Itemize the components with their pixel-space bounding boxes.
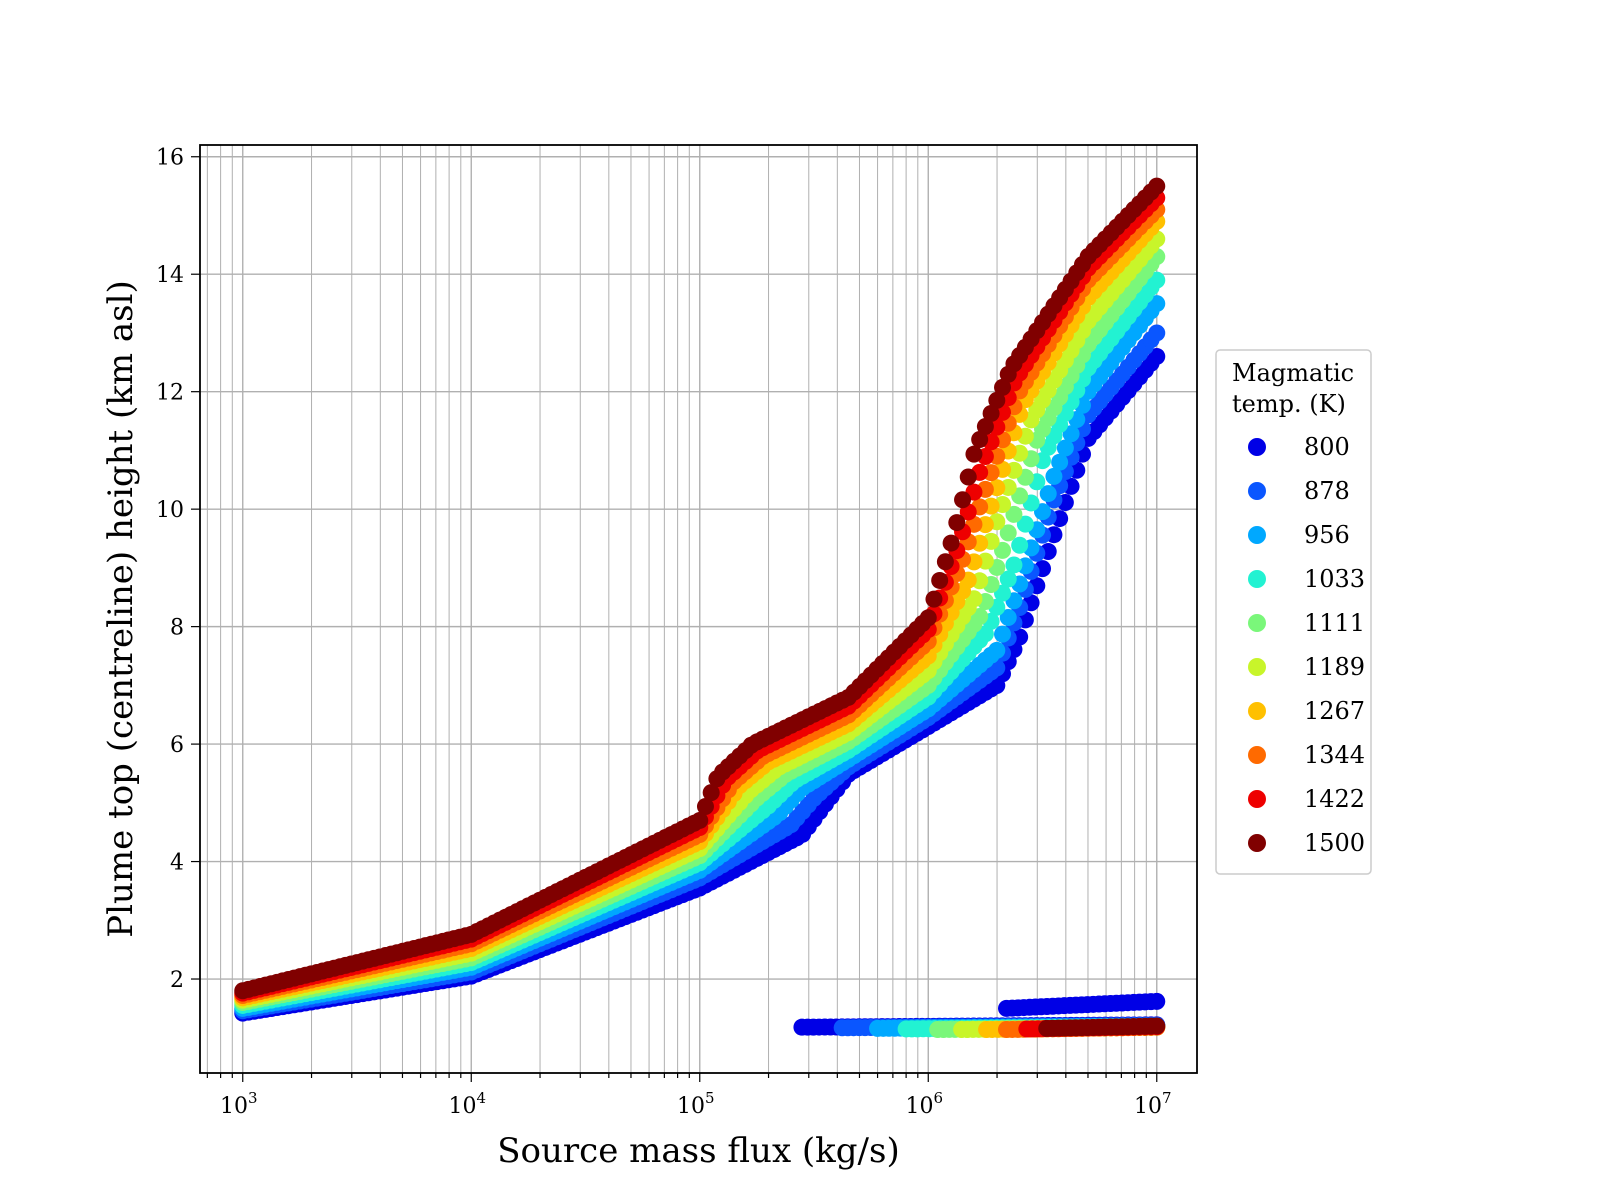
x-tick-label: 106 [905, 1089, 943, 1119]
data-point [971, 431, 989, 449]
x-tick-label: 103 [220, 1089, 258, 1119]
grid-minor [206, 145, 1147, 1073]
x-tick-label: 104 [448, 1089, 486, 1119]
y-axis-ticks: 2 4 6 8 10 12 14 16 [156, 146, 200, 993]
y-tick-label: 8 [170, 616, 184, 641]
legend-entry: 800 [1248, 433, 1350, 461]
data-point [702, 784, 720, 802]
y-tick-label: 12 [156, 381, 184, 406]
data-point [925, 590, 943, 608]
y-tick-label: 16 [156, 146, 184, 171]
legend-label: 1111 [1304, 609, 1365, 637]
y-tick-label: 14 [156, 263, 184, 288]
legend-label: 1344 [1304, 741, 1365, 769]
legend-label: 1033 [1304, 565, 1365, 593]
data-point [931, 571, 949, 589]
legend-marker [1248, 482, 1266, 500]
legend-box [1215, 349, 1372, 875]
legend-marker [1248, 526, 1266, 544]
data-point [988, 641, 1006, 659]
legend-label: 1267 [1304, 697, 1365, 725]
legend-label: 800 [1304, 433, 1350, 461]
legend-marker [1248, 746, 1266, 764]
y-axis-label: Plume top (centreline) height (km asl) [101, 280, 141, 938]
legend-label: 956 [1304, 521, 1350, 549]
data-points [234, 177, 1166, 1039]
data-point [999, 608, 1017, 626]
data-point [1045, 467, 1063, 485]
legend-entry: 1267 [1248, 697, 1365, 725]
legend-marker [1248, 570, 1266, 588]
data-point [954, 491, 972, 509]
y-tick-label: 6 [170, 733, 184, 758]
legend-marker [1248, 702, 1266, 720]
y-tick-label: 4 [170, 851, 184, 876]
series-1500 [234, 177, 1166, 1037]
legend-marker [1248, 658, 1266, 676]
legend-label: 1189 [1304, 653, 1365, 681]
legend-title-line-2: temp. (K) [1232, 390, 1346, 418]
data-point [1016, 515, 1034, 533]
y-tick-label: 10 [156, 498, 184, 523]
data-point [999, 524, 1017, 542]
data-point [691, 811, 709, 829]
data-point [1148, 347, 1166, 365]
legend-entry: 1033 [1248, 565, 1365, 593]
legend-title-line-1: Magmatic [1232, 359, 1354, 387]
legend-entry: 1344 [1248, 741, 1365, 769]
data-point [1005, 505, 1023, 523]
data-point [971, 608, 989, 626]
x-axis-ticks: 103 104 105 106 107 [206, 1073, 1172, 1119]
data-point [936, 553, 954, 571]
data-point [1148, 271, 1166, 289]
data-point [994, 625, 1012, 643]
legend-entry: 1111 [1248, 609, 1365, 637]
data-point [1039, 485, 1057, 503]
x-axis-label: Source mass flux (kg/s) [497, 1131, 899, 1171]
grid-major [200, 145, 1197, 1073]
data-point [1011, 536, 1029, 554]
legend-label: 878 [1304, 477, 1350, 505]
legend-items: 800 878 956 1033 1111 1189 1267 1344 1422 1500 [1248, 433, 1365, 857]
data-point [999, 570, 1017, 588]
data-point [976, 417, 994, 435]
legend: Magmatic temp. (K) 800 878 956 1033 1111 1189… [1215, 349, 1372, 875]
legend-entry: 1189 [1248, 653, 1365, 681]
y-tick-label: 2 [170, 968, 184, 993]
x-tick-label: 107 [1134, 1089, 1172, 1119]
data-point [1051, 453, 1069, 471]
data-point [959, 468, 977, 486]
legend-label: 1422 [1304, 785, 1365, 813]
legend-entry: 1422 [1248, 785, 1365, 813]
data-point [1062, 425, 1080, 443]
data-point [988, 391, 1006, 409]
data-point [965, 445, 983, 463]
data-point [1148, 177, 1166, 195]
data-point [942, 534, 960, 552]
legend-marker [1248, 790, 1266, 808]
data-point [982, 404, 1000, 422]
data-point [1056, 439, 1074, 457]
data-point [994, 541, 1012, 559]
legend-entry: 1500 [1248, 829, 1365, 857]
legend-label: 1500 [1304, 829, 1365, 857]
data-point [1148, 1017, 1166, 1035]
legend-marker [1248, 614, 1266, 632]
legend-entry: 956 [1248, 521, 1350, 549]
data-point [696, 798, 714, 816]
data-point [1005, 556, 1023, 574]
legend-entry: 878 [1248, 477, 1350, 505]
data-point [1148, 324, 1166, 342]
legend-marker [1248, 438, 1266, 456]
data-point [1148, 992, 1166, 1010]
data-point [994, 378, 1012, 396]
data-point [948, 514, 966, 532]
legend-marker [1248, 834, 1266, 852]
data-point [1148, 295, 1166, 313]
data-point [919, 609, 937, 627]
plot-frame [199, 144, 1198, 1074]
x-tick-label: 105 [677, 1089, 715, 1119]
